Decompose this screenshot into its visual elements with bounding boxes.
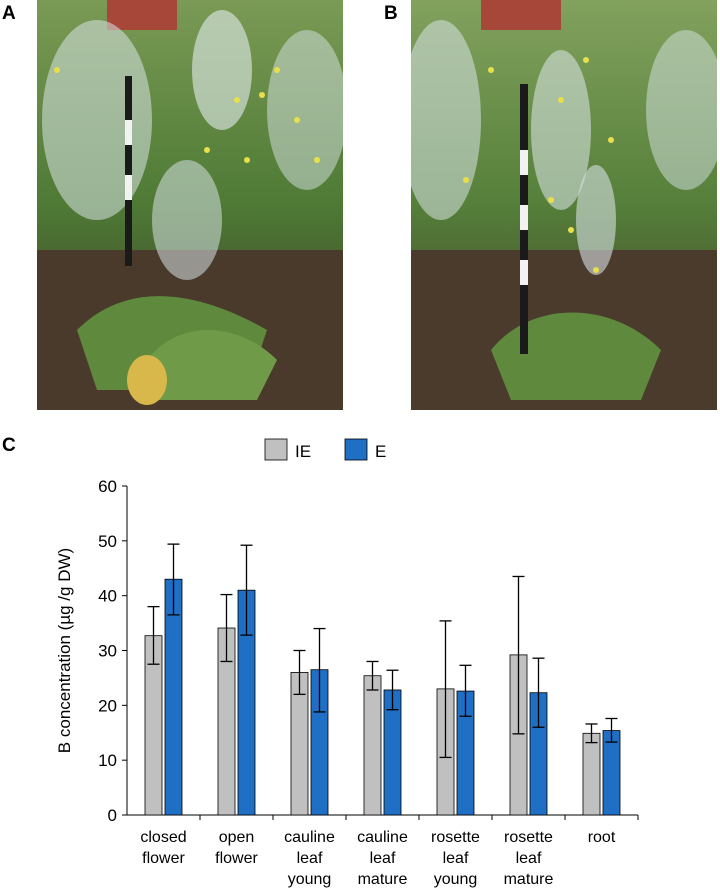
- x-category-label-line: leaf: [370, 850, 396, 867]
- plant-photo-icon: [37, 0, 343, 410]
- bar-chart: IE E 0 10 20 30 40 50 60 closed flower open flower…: [55, 438, 639, 888]
- x-category-label-line: young: [288, 871, 332, 888]
- chart-bars: [144, 543, 621, 816]
- x-category-label-line: flower: [215, 850, 258, 867]
- x-category-label-line: closed: [140, 829, 186, 846]
- plant-photo-icon: [411, 0, 717, 410]
- x-category-label-line: young: [434, 871, 478, 888]
- x-category-label: rosette leaf young: [431, 829, 480, 888]
- x-category-label: cauline leaf young: [284, 829, 335, 888]
- panel-label-a: A: [2, 3, 16, 24]
- panel-label-c: C: [2, 435, 16, 456]
- y-tick-label: 10: [98, 751, 117, 770]
- bar-ie: [363, 675, 382, 816]
- x-category-label-line: cauline: [284, 829, 335, 846]
- x-category-label-line: cauline: [357, 829, 408, 846]
- panel-label-b: B: [384, 3, 398, 24]
- x-category-label-line: flower: [142, 850, 185, 867]
- legend-swatch-ie: [264, 438, 288, 461]
- x-category-label-line: root: [588, 829, 616, 846]
- photo-a: [37, 0, 343, 410]
- x-category-label: open flower: [215, 829, 258, 867]
- photo-b: [411, 0, 717, 410]
- y-tick-label: 0: [108, 806, 117, 825]
- x-category-label-line: open: [219, 829, 255, 846]
- x-category-label-line: leaf: [443, 850, 469, 867]
- bar-e: [602, 730, 621, 816]
- y-tick-label: 50: [98, 532, 117, 551]
- x-category-label-line: leaf: [297, 850, 323, 867]
- chart-legend: IE E: [264, 438, 386, 461]
- chart-axes: 0 10 20 30 40 50 60: [98, 477, 639, 825]
- legend-label-ie: IE: [295, 442, 311, 461]
- x-category-label-line: mature: [358, 871, 408, 888]
- x-category-label: rosette leaf mature: [504, 829, 554, 888]
- y-tick-label: 30: [98, 642, 117, 661]
- x-category-label: cauline leaf mature: [357, 829, 408, 888]
- x-category-label-line: mature: [504, 871, 554, 888]
- y-axis-label: B concentration (µg /g DW): [55, 548, 74, 753]
- x-category-label-line: leaf: [516, 850, 542, 867]
- x-category-label: root: [588, 829, 616, 846]
- y-tick-label: 40: [98, 587, 117, 606]
- bar-ie: [582, 732, 601, 816]
- legend-swatch-e: [344, 438, 368, 461]
- x-category-label-line: rosette: [431, 829, 480, 846]
- y-tick-label: 60: [98, 477, 117, 496]
- x-category-label: closed flower: [140, 829, 186, 867]
- legend-label-e: E: [375, 442, 386, 461]
- x-category-label-line: rosette: [504, 829, 553, 846]
- y-tick-label: 20: [98, 696, 117, 715]
